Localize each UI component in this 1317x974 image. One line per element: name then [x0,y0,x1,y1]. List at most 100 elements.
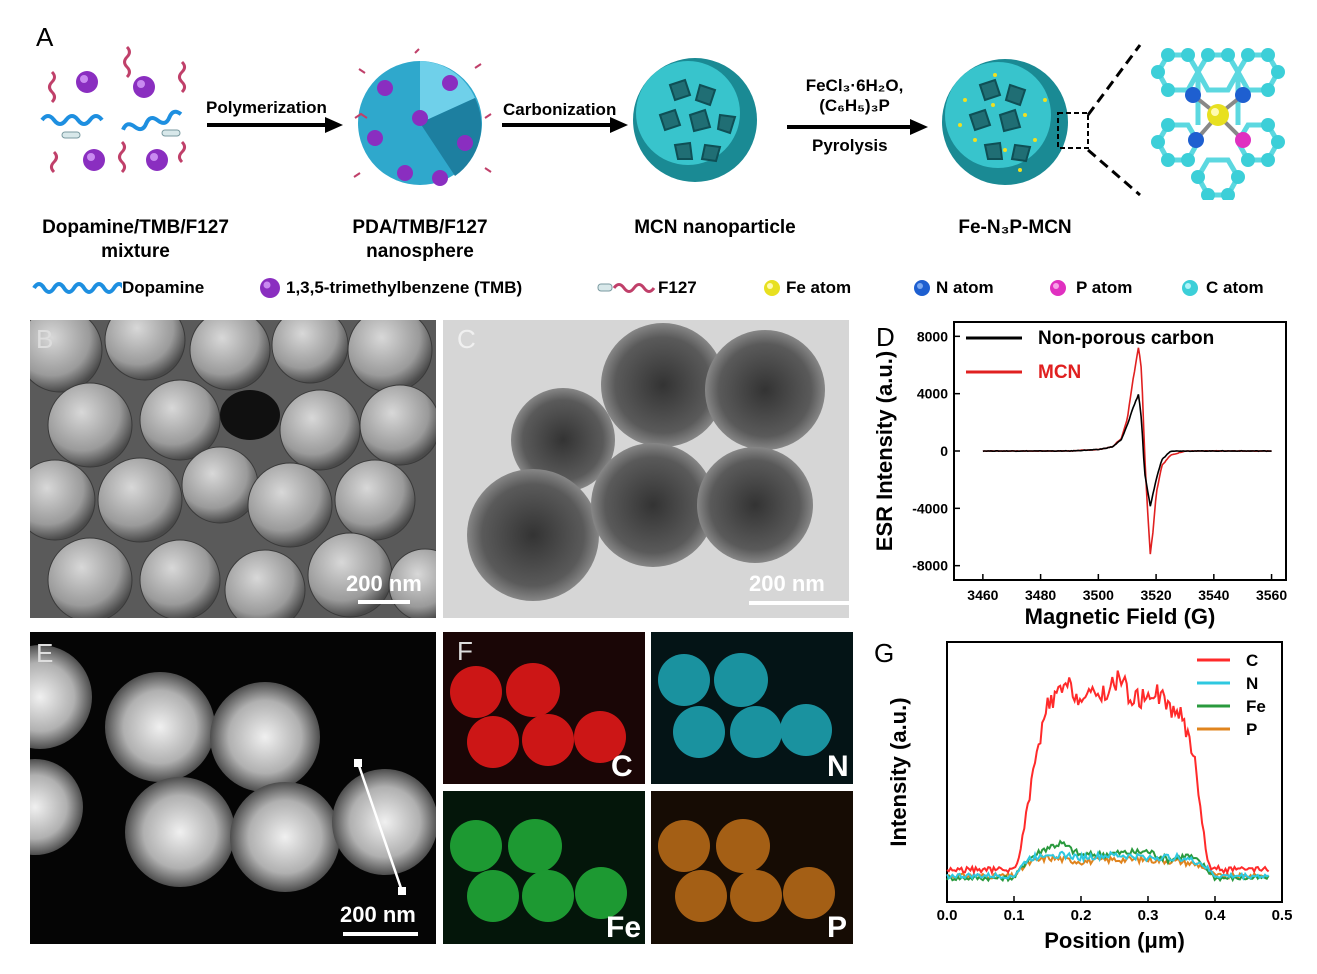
esr-series-line [982,394,1272,507]
profile-legend-label: P [1246,720,1257,739]
tem-image: C 200 nm [443,320,849,618]
map-label-fe: Fe [606,911,642,944]
arrow-1 [207,117,343,133]
tmb-sphere-icon [260,278,280,298]
legend-tmb: 1,3,5-trimethylbenzene (TMB) [258,274,522,302]
legend-f127: F127 [596,274,697,302]
panel-label-b: B [36,324,54,354]
legend-dopamine: Dopamine [32,274,204,302]
eds-map-n: N [651,632,853,784]
profile-series-line [946,850,1270,881]
profile-x-tick-label: 0.3 [1138,907,1159,924]
legend-tmb-label: 1,3,5-trimethylbenzene (TMB) [286,278,523,297]
panel-label-g: G [874,638,894,668]
line-profile-chart: 0.0 0.1 0.2 0.3 0.4 0.5 Position (μm) Intensity… [874,638,1293,953]
nanosphere-label-line1: PDA/TMB/F127 [352,217,488,238]
reagent-fecl3: FeCl₃·6H₂O, [805,76,904,95]
profile-legend-label: Fe [1246,697,1266,716]
dopamine-wave-icon [32,282,122,294]
profile-x-tick-label: 0.0 [937,907,958,924]
scale-bar-text-b: 200 nm [346,571,422,596]
esr-y-tick-label: -8000 [912,558,948,574]
arrow-2 [502,117,628,133]
legend-c-label: C atom [1206,278,1264,297]
panel-label-c: C [457,324,476,354]
legend-fe-label: Fe atom [786,278,852,297]
eds-map-fe: Fe [443,791,645,944]
tem-particles [443,320,849,618]
legend-c-atom: C atom [1180,274,1264,302]
profile-x-tick-label: 0.1 [1004,907,1025,924]
polymerization-label: Polymerization [206,98,327,117]
legend-dopamine-label: Dopamine [122,278,205,297]
dopamine-tmb-f127-mixture-illustration [40,45,186,174]
esr-y-axis-label: ESR Intensity (a.u.) [872,351,897,551]
map-label-p: P [827,911,848,944]
eds-map-c-particles [450,663,626,768]
eds-map-p-particles [658,819,835,922]
eds-map-n-particles [658,653,832,758]
zoom-dashed-lines [1086,44,1142,197]
mcn-nanoparticle-label: MCN nanoparticle [634,217,796,238]
pda-nanosphere-illustration [353,48,492,186]
scale-bar-c [749,601,849,605]
scale-bar-b [358,600,410,604]
eds-map-fe-particles [450,819,627,922]
sem-particles [30,320,436,618]
sem-image: B 200 nm [30,320,436,618]
eds-map-c: F C [443,632,645,784]
fe-n3p-mcn-label: Fe-N₃P-MCN [958,217,1072,238]
scale-bar-text-c: 200 nm [749,571,825,596]
profile-series-line [946,670,1270,876]
scale-bar-text-e: 200 nm [340,902,416,927]
f127-chain-icon [597,283,656,293]
panel-label-f: F [457,636,473,666]
profile-x-tick-label: 0.4 [1205,907,1227,924]
esr-x-tick-label: 3480 [1025,587,1056,603]
panel-label-a: A [36,22,54,52]
stem-particles [30,645,436,895]
esr-y-tick-label: 8000 [917,328,948,344]
legend-p-label: P atom [1076,278,1133,297]
profile-legend-label: N [1246,674,1258,693]
esr-x-tick-label: 3540 [1198,587,1229,603]
esr-x-axis-label: Magnetic Field (G) [1025,604,1216,629]
stem-image: E 200 nm [30,632,436,944]
legend-n-label: N atom [936,278,994,297]
arrow-3 [787,119,928,135]
pyrolysis-label: Pyrolysis [812,136,888,155]
panel-label-e: E [36,638,54,668]
profile-x-axis-label: Position (μm) [1044,928,1185,953]
reagent-label: FeCl₃·6H₂O, (C₆H₅)₃P [797,76,912,116]
esr-legend-label: MCN [1038,362,1081,383]
map-label-c: C [611,750,633,783]
esr-y-tick-label: -4000 [912,500,948,516]
profile-x-tick-label: 0.2 [1071,907,1092,924]
map-label-n: N [827,750,849,783]
p-atom-icon [1050,280,1066,296]
esr-y-tick-label: 4000 [917,386,948,402]
reagent-triphenylphosphine: (C₆H₅)₃P [819,96,890,115]
esr-y-tick-label: 0 [940,443,948,459]
mixture-label: Dopamine/TMB/F127 mixture [28,216,243,264]
fe-atom-icon [764,280,780,296]
mixture-label-line1: Dopamine/TMB/F127 [42,217,229,238]
profile-x-tick-label: 0.5 [1272,907,1293,924]
mixture-label-line2: mixture [101,241,170,262]
panel-label-d: D [876,322,895,352]
eds-map-p: P [651,791,853,944]
legend-p-atom: P atom [1046,274,1132,302]
legend-f127-label: F127 [658,278,697,297]
legend-n-atom: N atom [912,274,994,302]
profile-plot-frame [946,641,1283,903]
c-atom-icon [1182,280,1198,296]
scale-bar-e [343,932,418,936]
fe-n3p-atomic-structure [1151,48,1285,200]
profile-series-line [946,853,1269,881]
n-atom-icon [914,280,930,296]
profile-legend-label: C [1246,651,1258,670]
nanosphere-label-line2: nanosphere [366,241,474,262]
esr-x-tick-label: 3560 [1256,587,1287,603]
nanosphere-label: PDA/TMB/F127 nanosphere [320,216,520,264]
esr-legend-label: Non-porous carbon [1038,328,1214,349]
